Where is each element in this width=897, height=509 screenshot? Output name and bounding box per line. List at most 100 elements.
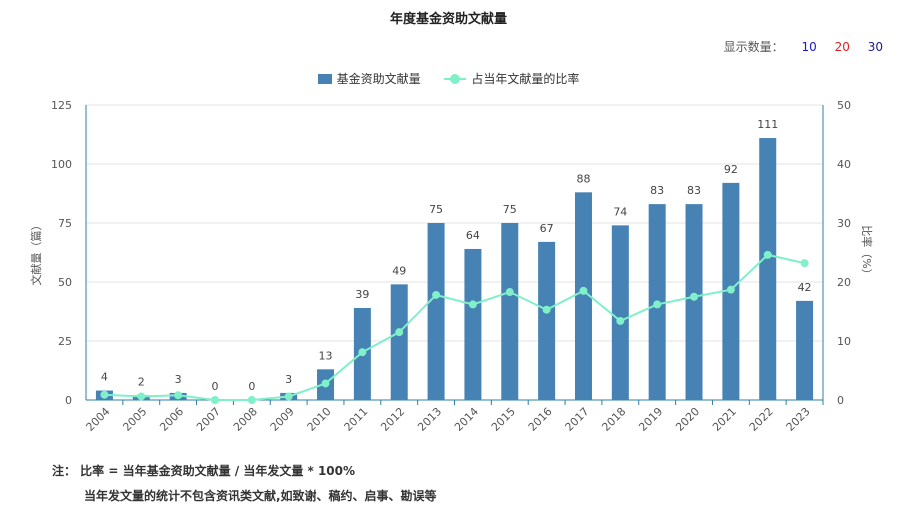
bar-value-label: 3 xyxy=(285,373,292,386)
bar-value-label: 39 xyxy=(355,288,369,301)
bar-value-label: 0 xyxy=(248,380,255,393)
bar-value-label: 0 xyxy=(211,380,218,393)
note-exclusion: 当年发文量的统计不包含资讯类文献,如致谢、稿约、启事、勘误等 xyxy=(84,489,437,503)
x-tick-label: 2014 xyxy=(452,405,481,434)
bar xyxy=(759,138,777,401)
x-tick-label: 2012 xyxy=(378,405,407,434)
note-formula: 注： 比率 = 当年基金资助文献量 / 当年发文量 * 100% xyxy=(52,464,356,478)
y-tick-label: 50 xyxy=(58,276,72,289)
y2-tick-label: 40 xyxy=(837,158,851,171)
legend-item-line-series[interactable]: 占当年文献量的比率 xyxy=(444,70,579,87)
x-tick-label: 2009 xyxy=(268,405,297,434)
bar-value-label: 88 xyxy=(576,172,590,185)
ratio-point xyxy=(100,390,109,399)
ratio-point xyxy=(358,348,367,357)
x-tick-label: 2016 xyxy=(526,405,555,434)
ratio-point xyxy=(800,259,809,268)
x-tick-label: 2013 xyxy=(415,405,444,434)
bar-value-label: 42 xyxy=(798,281,812,294)
y-tick-label: 0 xyxy=(65,394,72,407)
x-tick-label: 2004 xyxy=(84,405,113,434)
x-tick-label: 2005 xyxy=(120,405,149,434)
bar-value-label: 49 xyxy=(392,264,406,277)
x-tick-label: 2006 xyxy=(157,405,186,434)
bar xyxy=(427,223,445,400)
bar xyxy=(501,223,519,400)
ratio-point xyxy=(690,292,699,301)
x-tick-label: 2019 xyxy=(636,405,665,434)
chart-legend: 基金资助文献量 占当年文献量的比率 xyxy=(0,70,897,87)
legend-bar-label: 基金资助文献量 xyxy=(336,72,421,86)
ratio-point xyxy=(542,305,551,314)
ratio-point xyxy=(653,300,662,309)
show-count-option-10[interactable]: 10 xyxy=(801,40,817,54)
bar xyxy=(390,284,408,400)
bar-value-label: 3 xyxy=(175,373,182,386)
x-tick-label: 2018 xyxy=(599,405,628,434)
y2-tick-label: 10 xyxy=(837,335,851,348)
y2-tick-label: 0 xyxy=(837,394,844,407)
ratio-point xyxy=(210,396,219,404)
x-tick-label: 2020 xyxy=(673,405,702,434)
bar-value-label: 64 xyxy=(466,229,480,242)
ratio-point xyxy=(579,286,588,295)
y2-axis-title: 比率（%） xyxy=(860,225,874,279)
show-count-selector: 显示数量： 10 20 30 xyxy=(724,38,883,55)
x-tick-label: 2022 xyxy=(747,405,776,434)
bar-value-label: 74 xyxy=(613,205,627,218)
bar-value-label: 83 xyxy=(687,184,701,197)
show-count-label: 显示数量： xyxy=(723,40,784,54)
y-tick-label: 100 xyxy=(51,158,72,171)
legend-line-swatch xyxy=(444,73,467,84)
bar-value-label: 75 xyxy=(503,203,517,216)
bar-value-label: 2 xyxy=(138,375,145,388)
ratio-point xyxy=(395,328,404,337)
ratio-point xyxy=(505,288,514,297)
ratio-point xyxy=(432,290,441,299)
bar xyxy=(574,192,592,400)
bar xyxy=(685,204,703,400)
x-tick-label: 2021 xyxy=(710,405,739,434)
ratio-point xyxy=(468,300,477,309)
bar xyxy=(538,241,556,400)
ratio-point xyxy=(763,250,772,259)
x-tick-label: 2017 xyxy=(563,405,592,434)
bar xyxy=(611,225,629,400)
legend-line-label: 占当年文献量的比率 xyxy=(471,72,580,86)
bar-value-label: 4 xyxy=(101,371,108,384)
y2-tick-label: 20 xyxy=(837,276,851,289)
ratio-line xyxy=(104,253,805,401)
ratio-point xyxy=(616,316,625,325)
bar xyxy=(464,248,482,400)
y2-tick-label: 30 xyxy=(837,217,851,230)
y2-tick-label: 50 xyxy=(837,99,851,112)
bar-value-label: 13 xyxy=(319,349,333,362)
x-tick-label: 2007 xyxy=(194,405,223,434)
ratio-point xyxy=(174,391,183,400)
bar-value-label: 75 xyxy=(429,203,443,216)
x-tick-label: 2008 xyxy=(231,405,260,434)
x-tick-label: 2015 xyxy=(489,405,518,434)
ratio-point xyxy=(137,392,146,401)
bar-value-label: 83 xyxy=(650,184,664,197)
ratio-point xyxy=(726,285,735,294)
bar xyxy=(796,300,814,400)
y-tick-label: 25 xyxy=(58,335,72,348)
chart-title: 年度基金资助文献量 xyxy=(389,12,507,27)
legend-bar-swatch xyxy=(317,73,332,84)
x-tick-label: 2010 xyxy=(305,405,334,434)
show-count-option-30[interactable]: 30 xyxy=(867,40,883,54)
x-tick-label: 2011 xyxy=(342,405,371,434)
y-tick-label: 125 xyxy=(51,99,72,112)
bar-value-label: 67 xyxy=(540,222,554,235)
bar-value-label: 111 xyxy=(757,118,778,131)
show-count-option-20[interactable]: 20 xyxy=(834,40,850,54)
bar-value-label: 92 xyxy=(724,163,738,176)
y-tick-label: 75 xyxy=(58,217,72,230)
x-tick-label: 2023 xyxy=(784,405,813,434)
ratio-point xyxy=(321,379,330,388)
legend-item-bar-series[interactable]: 基金资助文献量 xyxy=(317,70,421,87)
ratio-point xyxy=(247,396,256,404)
y-axis-title: 文献量（篇） xyxy=(29,220,43,286)
